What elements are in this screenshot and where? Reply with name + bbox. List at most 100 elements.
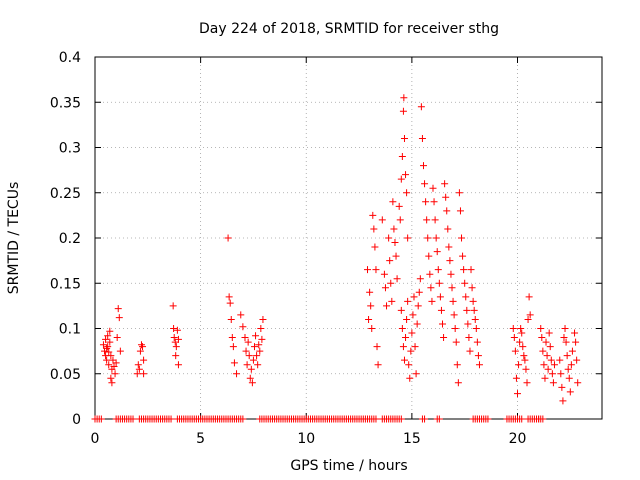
data-point: [538, 334, 546, 342]
data-point: [571, 329, 579, 337]
data-point: [113, 334, 121, 342]
data-point: [455, 189, 463, 197]
data-point: [517, 325, 525, 332]
data-point: [542, 338, 550, 346]
data-point: [509, 325, 517, 332]
data-point: [563, 352, 571, 360]
data-point: [559, 397, 567, 405]
data-point: [560, 334, 568, 342]
data-point: [434, 266, 442, 274]
data-point: [456, 207, 464, 215]
data-point: [518, 415, 526, 423]
data-point: [540, 361, 548, 369]
data-point: [172, 352, 180, 360]
data-point: [454, 379, 462, 387]
data-point: [516, 338, 524, 346]
y-tick-labels: 0 0.05 0.1 0.15 0.2 0.25 0.3 0.35 0.4: [50, 50, 81, 428]
data-point: [466, 347, 474, 355]
data-point: [385, 234, 393, 242]
data-point: [229, 343, 237, 351]
data-point: [249, 356, 257, 364]
data-point: [440, 334, 448, 342]
data-point: [364, 266, 372, 274]
data-point: [431, 216, 439, 224]
data-point: [258, 335, 266, 343]
data-point: [425, 252, 433, 260]
data-point: [549, 379, 557, 387]
data-point: [404, 234, 412, 242]
data-point: [400, 94, 408, 102]
data-point: [436, 293, 444, 301]
data-point: [112, 359, 120, 367]
data-point: [370, 225, 378, 233]
data-point: [512, 374, 520, 382]
data-point: [421, 415, 429, 423]
data-point: [447, 270, 455, 278]
data-point: [525, 293, 533, 301]
data-point: [404, 297, 412, 305]
data-point: [427, 284, 435, 292]
data-point: [225, 293, 233, 301]
data-point: [237, 311, 245, 319]
data-point: [510, 334, 518, 342]
data-point: [259, 315, 267, 323]
data-point: [397, 415, 405, 423]
data-point: [418, 134, 426, 142]
data-point: [467, 266, 475, 274]
data-point: [172, 343, 180, 351]
chart-title: Day 224 of 2018, SRMTID for receiver sth…: [199, 21, 499, 37]
data-point: [103, 356, 111, 364]
data-point: [391, 239, 399, 247]
data-point: [134, 361, 142, 369]
data-point: [398, 153, 406, 161]
data-point: [399, 107, 407, 115]
data-point: [103, 344, 111, 352]
data-point: [413, 320, 421, 328]
data-point: [443, 207, 451, 215]
data-point: [473, 338, 481, 346]
data-point: [393, 275, 401, 283]
data-point: [422, 198, 430, 206]
data-point: [372, 266, 380, 274]
data-point: [105, 361, 113, 369]
x-tick-label: 15: [403, 431, 421, 447]
data-point: [448, 284, 456, 292]
data-point: [174, 361, 182, 369]
data-point: [226, 299, 234, 307]
data-point: [241, 334, 249, 342]
data-point: [548, 370, 556, 378]
data-point: [442, 193, 450, 201]
data-point: [523, 379, 531, 387]
data-point: [395, 202, 403, 210]
data-point: [245, 352, 253, 360]
data-point: [106, 338, 114, 346]
data-point: [524, 315, 532, 323]
data-point: [244, 338, 252, 346]
data-point: [254, 361, 262, 369]
data-point: [408, 329, 416, 337]
scatter-series: [91, 94, 582, 423]
data-point: [566, 388, 574, 396]
data-point: [170, 334, 178, 342]
data-point: [537, 325, 545, 332]
data-point: [174, 335, 182, 343]
data-point: [99, 341, 107, 349]
data-point: [173, 326, 181, 334]
data-point: [400, 356, 408, 364]
data-point: [423, 216, 431, 224]
y-axis-label: SRMTID / TECUs: [6, 182, 22, 295]
data-point: [424, 234, 432, 242]
data-point: [426, 270, 434, 278]
data-point: [428, 297, 436, 305]
data-point: [386, 257, 394, 265]
data-point: [469, 297, 477, 305]
data-point: [435, 415, 443, 423]
data-point: [247, 365, 255, 373]
x-tick-label: 20: [509, 431, 527, 447]
data-point: [514, 390, 521, 398]
x-tick-label: 0: [91, 431, 100, 447]
data-point: [228, 334, 236, 342]
data-point: [239, 323, 247, 331]
data-point: [461, 279, 469, 287]
data-point: [140, 370, 148, 378]
